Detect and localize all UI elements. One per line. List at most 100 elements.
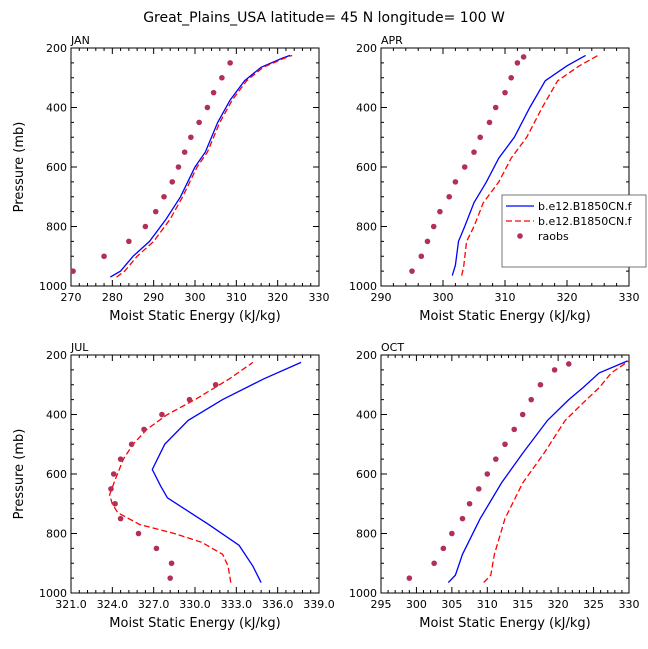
raobs-point: [196, 119, 202, 126]
y-tick-label: 1000: [39, 587, 67, 600]
x-axis-label: Moist Static Energy (kJ/kg): [419, 309, 590, 324]
raobs-point: [418, 253, 425, 260]
raobs-point: [519, 411, 526, 418]
raobs-point: [409, 268, 415, 274]
raobs-point: [437, 208, 443, 215]
raobs-point: [446, 193, 453, 200]
panel-jan: JAN 270 280 290 300 310 320 330 200 400 600 800 1000…: [12, 34, 330, 324]
panel-label: JAN: [70, 34, 90, 47]
panel-label: OCT: [381, 341, 404, 354]
x-tick-label: 324.0: [97, 598, 129, 611]
model1-line: [447, 360, 628, 584]
x-tick-label: 333.0: [221, 598, 253, 611]
raobs-point: [477, 134, 484, 141]
x-tick-label: 300: [433, 291, 454, 304]
model1-line: [151, 361, 302, 583]
y-axis-label: Pressure (mb): [12, 122, 27, 213]
raobs-point: [508, 74, 514, 81]
raobs-point: [142, 223, 149, 230]
x-tick-label: 300: [406, 598, 427, 611]
x-tick-label: 290: [143, 291, 164, 304]
x-tick-label: 320: [557, 291, 578, 304]
panel-label: APR: [381, 34, 403, 47]
raobs-point: [126, 238, 132, 245]
raobs-point: [188, 134, 194, 141]
y-tick-label: 200: [46, 42, 67, 55]
raobs-point: [459, 515, 466, 522]
x-tick-label: 336.0: [262, 598, 294, 611]
x-tick-label: 327.0: [138, 598, 170, 611]
raobs-point: [449, 530, 455, 537]
x-tick-label: 320: [548, 598, 569, 611]
x-axis-label: Moist Static Energy (kJ/kg): [109, 309, 280, 324]
model2-line: [116, 54, 293, 278]
raobs-point: [227, 60, 233, 66]
raobs-point: [424, 238, 431, 245]
raobs-point: [110, 471, 117, 477]
raobs-point: [128, 441, 135, 448]
y-tick-label: 1000: [349, 587, 377, 600]
x-tick-label: 310: [477, 598, 498, 611]
legend-box: [501, 194, 647, 268]
raobs-point: [514, 60, 521, 66]
panel-apr: APR 290 300 310 320 330 200 400 600 800 1000 Moist …: [349, 34, 640, 324]
model2-line: [483, 360, 630, 584]
raobs-point: [167, 575, 173, 581]
panels: JAN 270 280 290 300 310 320 330 200 400 600 800 1000…: [12, 34, 640, 631]
y-tick-label: 200: [356, 42, 377, 55]
plot-frame: [380, 354, 630, 594]
raobs-point: [484, 471, 491, 477]
x-tick-label: 325: [583, 598, 604, 611]
y-tick-label: 600: [46, 468, 67, 481]
raobs-point: [440, 545, 447, 552]
y-tick-label: 800: [356, 221, 377, 234]
raobs-point: [537, 381, 544, 388]
raobs-point: [219, 74, 225, 81]
raobs-point: [466, 500, 473, 507]
y-tick-label: 1000: [349, 280, 377, 293]
y-tick-label: 400: [46, 102, 67, 115]
raobs-point: [430, 223, 437, 230]
x-tick-label: 280: [102, 291, 123, 304]
x-tick-label: 290: [371, 291, 392, 304]
plot-frame: [70, 354, 320, 594]
raobs-point: [551, 367, 558, 373]
raobs-point: [528, 396, 535, 403]
raobs-point: [152, 208, 159, 215]
raobs-point: [70, 268, 76, 274]
legend-label: raobs: [538, 230, 569, 243]
x-tick-label: 330.0: [179, 598, 211, 611]
raobs-point: [492, 456, 499, 462]
y-tick-label: 800: [46, 221, 67, 234]
x-tick-label: 295: [371, 598, 392, 611]
y-tick-label: 200: [46, 349, 67, 362]
raobs-point: [502, 89, 508, 96]
legend-label: b.e12.B1850CN.f: [538, 200, 633, 213]
raobs-point: [461, 164, 468, 170]
raobs-point: [181, 149, 188, 155]
y-tick-label: 200: [356, 349, 377, 362]
raobs-point: [520, 54, 527, 60]
raobs-point: [471, 149, 477, 155]
x-axis-label: Moist Static Energy (kJ/kg): [109, 616, 280, 631]
raobs-point: [141, 426, 147, 433]
raobs-point: [117, 515, 124, 522]
raobs-point: [161, 193, 167, 200]
x-tick-label: 320: [267, 291, 288, 304]
raobs-point: [204, 104, 211, 111]
raobs-point: [406, 575, 413, 581]
y-tick-label: 400: [46, 409, 67, 422]
raobs-point: [502, 441, 508, 448]
model1-line: [109, 54, 291, 278]
raobs-point: [101, 253, 107, 260]
x-tick-label: 300: [185, 291, 206, 304]
panel-jul: JUL 321.0 324.0 327.0 330.0 333.0 336.0 339.0 20…: [12, 341, 335, 631]
y-tick-label: 400: [356, 409, 377, 422]
raobs-point: [452, 179, 459, 185]
model1-line: [451, 54, 586, 276]
raobs-point: [168, 560, 175, 567]
y-tick-label: 800: [356, 528, 377, 541]
y-tick-label: 800: [46, 528, 67, 541]
raobs-point: [475, 486, 482, 492]
panel-oct: OCT 295 300 305 310 315 320 325 330 200 400 600 800 1…: [349, 341, 640, 631]
